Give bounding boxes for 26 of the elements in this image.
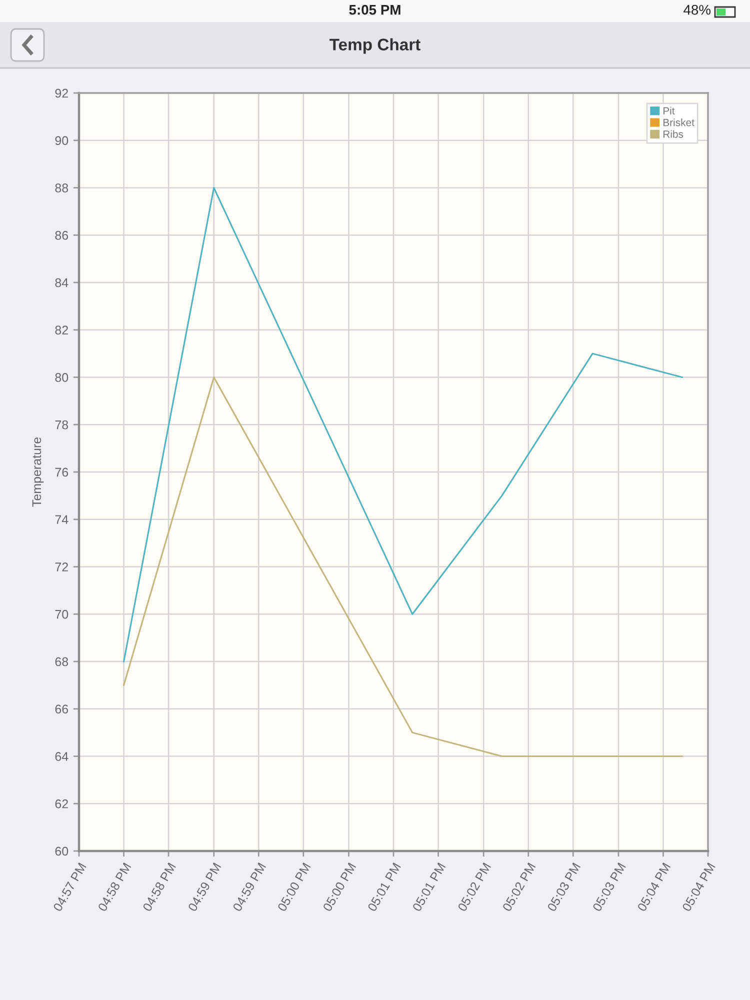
y-tick-label: 64 <box>55 752 68 761</box>
text: 5:05 PM <box>349 4 400 15</box>
y-tick-label: 86 <box>55 230 68 240</box>
y-tick-label: 84 <box>55 278 68 288</box>
line-series <box>123 376 683 758</box>
y-tick-label: 74 <box>55 515 68 524</box>
y-tick-label: 68 <box>55 657 68 666</box>
legend-label: Brisket <box>663 118 694 126</box>
y-tick-label: 70 <box>55 610 68 619</box>
legend-label: Ribs <box>663 130 684 138</box>
y-tick-label: 82 <box>55 326 68 335</box>
y-tick-label: 90 <box>55 136 68 146</box>
y-tick-label: 80 <box>55 373 68 382</box>
text: 48% <box>684 4 711 15</box>
chart-title: Temp Chart <box>330 38 420 54</box>
y-tick-label: 76 <box>55 468 68 477</box>
y-tick-label: 88 <box>55 184 68 192</box>
y-axis-title: Temperature <box>32 437 44 507</box>
y-tick-label: 66 <box>55 704 68 714</box>
line-series <box>123 186 683 662</box>
y-tick-label: 78 <box>55 420 68 430</box>
legend-label: Pit <box>663 106 675 115</box>
y-tick-label: 72 <box>55 562 68 572</box>
y-tick-label: 60 <box>55 846 68 856</box>
y-tick-label: 62 <box>55 799 68 808</box>
y-tick-label: 92 <box>55 88 68 98</box>
